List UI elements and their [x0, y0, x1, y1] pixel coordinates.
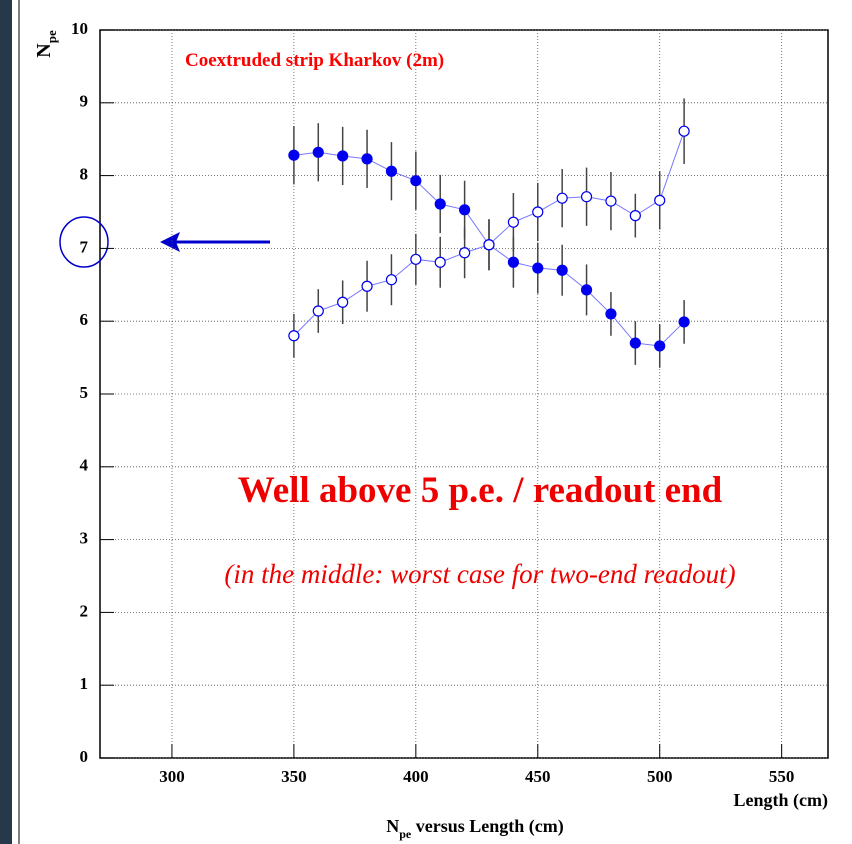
data-point [410, 175, 422, 187]
highlight-circle [59, 216, 109, 268]
data-point [507, 256, 519, 268]
data-point [434, 198, 446, 210]
x-tick-label: 300 [159, 767, 185, 786]
data-point [678, 316, 690, 328]
data-point [361, 280, 373, 292]
data-point [410, 253, 422, 265]
data-point [337, 296, 349, 308]
data-point [434, 256, 446, 268]
data-point [629, 210, 641, 222]
x-tick-label: 400 [403, 767, 429, 786]
y-tick-label: 10 [71, 19, 88, 38]
data-point [532, 206, 544, 218]
data-point [312, 305, 324, 317]
y-tick-label: 8 [80, 165, 89, 184]
photo-edge [0, 0, 12, 844]
annotation: Well above 5 p.e. / readout end [238, 470, 723, 511]
data-point [580, 191, 593, 203]
data-point [288, 149, 300, 161]
data-point [556, 192, 568, 204]
x-tick-label: 350 [281, 767, 307, 786]
y-label-sub: pe [44, 30, 59, 43]
data-point [605, 308, 617, 320]
y-label-main: N [33, 43, 55, 58]
caption-main: N [386, 816, 399, 836]
data-point [605, 195, 617, 207]
data-point [288, 330, 300, 342]
y-tick-label: 0 [80, 747, 89, 766]
data-point [337, 150, 349, 162]
x-axis-label: Length (cm) [734, 790, 828, 811]
data-point [361, 153, 373, 165]
x-tick-label: 500 [647, 767, 673, 786]
data-point [654, 194, 666, 206]
y-tick-label: 7 [80, 237, 89, 256]
y-tick-label: 9 [80, 92, 89, 111]
caption-sub: pe [399, 827, 412, 841]
y-tick-label: 5 [80, 383, 89, 402]
y-tick-label: 4 [80, 456, 89, 475]
data-point [385, 274, 398, 286]
annotation: (in the middle: worst case for two-end r… [224, 559, 735, 589]
data-point [459, 247, 471, 259]
caption-rest: versus Length (cm) [411, 816, 563, 837]
y-tick-label: 2 [80, 601, 89, 620]
data-point [580, 284, 593, 296]
data-point [507, 216, 519, 228]
data-point [556, 264, 568, 276]
data-point [629, 337, 641, 349]
data-point [312, 146, 324, 158]
y-axis-label: Npe [33, 30, 59, 58]
y-tick-label: 3 [80, 529, 89, 548]
data-point [385, 165, 398, 177]
chart-title: Coextruded strip Kharkov (2m) [185, 50, 444, 71]
data-point [654, 340, 666, 352]
data-point [459, 204, 471, 216]
data-point [483, 239, 495, 251]
y-tick-label: 6 [80, 310, 89, 329]
data-point [532, 262, 544, 274]
caption: Npe versus Length (cm) [386, 816, 563, 841]
arrow-head [160, 232, 180, 252]
data-point [678, 125, 690, 137]
y-tick-label: 1 [80, 674, 89, 693]
x-tick-label: 450 [525, 767, 551, 786]
x-tick-label: 550 [769, 767, 795, 786]
